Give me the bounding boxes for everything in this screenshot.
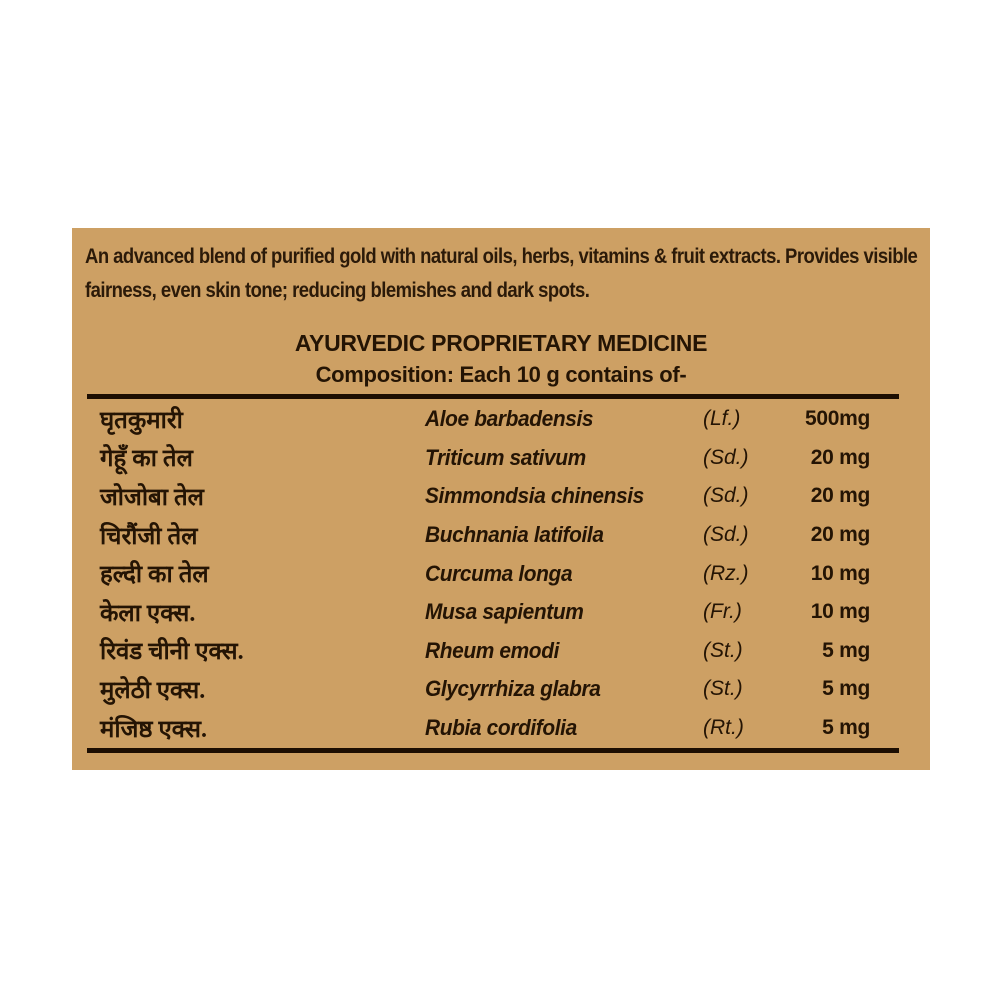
ingredient-quantity: 500mg <box>804 407 870 431</box>
ingredient-plant-part: (Sd.) <box>703 523 749 547</box>
composition-label-panel: An advanced blend of purified gold with … <box>72 228 930 770</box>
medicine-type-heading: AYURVEDIC PROPRIETARY MEDICINE <box>294 330 708 356</box>
ingredient-latin-name: Curcuma longa <box>425 560 573 586</box>
ingredient-latin-name: Simmondsia chinensis <box>425 483 644 509</box>
ingredient-latin-name: Glycyrrhiza glabra <box>425 676 601 702</box>
ingredient-hindi-name: रिवंड चीनी एक्स. <box>100 639 244 666</box>
ingredient-hindi-name: मंजिष्ठ एक्स. <box>100 716 207 743</box>
ingredient-hindi-name: जोजोबा तेल <box>100 484 204 511</box>
description-line-2: fairness, even skin tone; reducing blemi… <box>85 279 590 302</box>
ingredient-latin-name: Triticum sativum <box>425 444 586 470</box>
ingredient-plant-part: (St.) <box>703 677 743 701</box>
ingredient-plant-part: (Lf.) <box>703 407 741 431</box>
table-row: चिरौंजी तेल Buchnania latifoila (Sd.) 20… <box>72 516 930 555</box>
ingredient-hindi-name: चिरौंजी तेल <box>100 523 198 550</box>
product-description: An advanced blend of purified gold with … <box>85 240 925 308</box>
table-row: जोजोबा तेल Simmondsia chinensis (Sd.) 20… <box>72 477 930 516</box>
ingredient-plant-part: (Fr.) <box>703 600 742 624</box>
ingredient-latin-name: Rheum emodi <box>425 637 560 663</box>
ingredient-quantity: 5 mg <box>822 677 870 701</box>
table-row: रिवंड चीनी एक्स. Rheum emodi (St.) 5 mg <box>72 632 930 671</box>
composition-table: घृतकुमारी Aloe barbadensis (Lf.) 500mg ग… <box>72 400 930 747</box>
ingredient-quantity: 5 mg <box>822 638 870 662</box>
ingredient-hindi-name: केला एक्स. <box>100 600 196 627</box>
ingredient-quantity: 5 mg <box>822 716 870 740</box>
table-row: घृतकुमारी Aloe barbadensis (Lf.) 500mg <box>72 400 930 439</box>
composition-subheading: Composition: Each 10 g contains of- <box>315 362 687 387</box>
ingredient-latin-name: Musa sapientum <box>425 599 584 625</box>
ingredient-plant-part: (St.) <box>703 638 743 662</box>
table-row: गेहूँ का तेल Triticum sativum (Sd.) 20 m… <box>72 439 930 478</box>
table-bottom-rule <box>87 748 899 753</box>
ingredient-quantity: 10 mg <box>810 561 871 585</box>
table-row: मंजिष्ठ एक्स. Rubia cordifolia (Rt.) 5 m… <box>72 709 930 748</box>
table-row: केला एक्स. Musa sapientum (Fr.) 10 mg <box>72 593 930 632</box>
ingredient-latin-name: Aloe barbadensis <box>425 406 594 432</box>
ingredient-quantity: 20 mg <box>810 523 871 547</box>
table-row: हल्दी का तेल Curcuma longa (Rz.) 10 mg <box>72 554 930 593</box>
ingredient-hindi-name: गेहूँ का तेल <box>100 446 193 473</box>
ingredient-plant-part: (Rt.) <box>703 716 744 740</box>
ingredient-plant-part: (Rz.) <box>703 561 749 585</box>
ingredient-hindi-name: घृतकुमारी <box>100 407 183 434</box>
description-line-1: An advanced blend of purified gold with … <box>85 245 918 268</box>
table-row: मुलेठी एक्स. Glycyrrhiza glabra (St.) 5 … <box>72 670 930 709</box>
ingredient-quantity: 20 mg <box>810 484 871 508</box>
ingredient-latin-name: Buchnania latifoila <box>425 522 604 548</box>
ingredient-quantity: 10 mg <box>810 600 871 624</box>
ingredient-hindi-name: मुलेठी एक्स. <box>100 677 206 704</box>
table-top-rule <box>87 394 899 399</box>
ingredient-quantity: 20 mg <box>810 445 871 469</box>
ingredient-plant-part: (Sd.) <box>703 484 749 508</box>
ingredient-plant-part: (Sd.) <box>703 445 749 469</box>
ingredient-latin-name: Rubia cordifolia <box>425 715 577 741</box>
ingredient-hindi-name: हल्दी का तेल <box>100 562 209 589</box>
